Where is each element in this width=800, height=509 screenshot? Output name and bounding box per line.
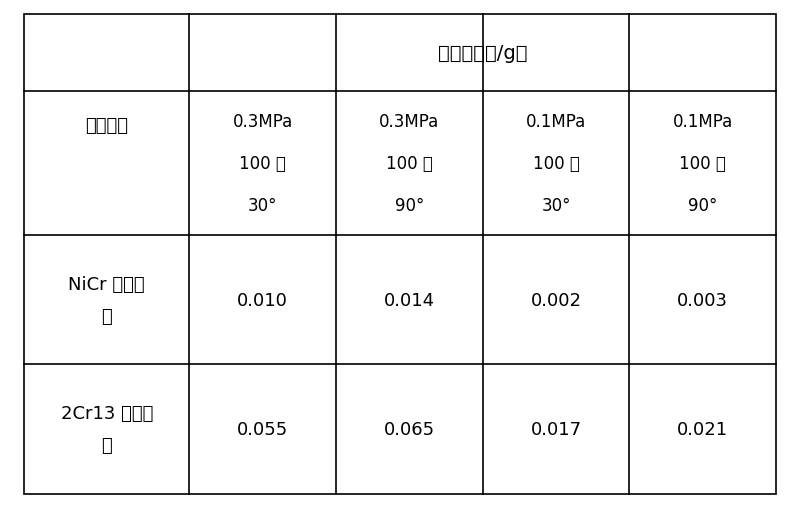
Text: 0.055: 0.055 bbox=[237, 420, 288, 438]
Text: 0.3MPa

100 目

90°: 0.3MPa 100 目 90° bbox=[379, 113, 439, 214]
Text: 0.002: 0.002 bbox=[530, 291, 582, 309]
Text: 0.021: 0.021 bbox=[677, 420, 728, 438]
Text: 0.3MPa

100 目

30°: 0.3MPa 100 目 30° bbox=[233, 113, 293, 214]
Text: NiCr 金属陶
瓷: NiCr 金属陶 瓷 bbox=[69, 275, 145, 325]
Text: 0.003: 0.003 bbox=[677, 291, 728, 309]
Text: 涂层材料: 涂层材料 bbox=[86, 117, 128, 134]
Text: 2Cr13 叶片基
材: 2Cr13 叶片基 材 bbox=[61, 404, 153, 454]
Text: 涂层失重（/g）: 涂层失重（/g） bbox=[438, 44, 527, 63]
Text: 0.1MPa

100 目

90°: 0.1MPa 100 目 90° bbox=[673, 113, 733, 214]
Text: 0.017: 0.017 bbox=[530, 420, 582, 438]
Text: 0.010: 0.010 bbox=[238, 291, 288, 309]
Text: 0.1MPa

100 目

30°: 0.1MPa 100 目 30° bbox=[526, 113, 586, 214]
Text: 0.065: 0.065 bbox=[384, 420, 435, 438]
Text: 0.014: 0.014 bbox=[384, 291, 435, 309]
